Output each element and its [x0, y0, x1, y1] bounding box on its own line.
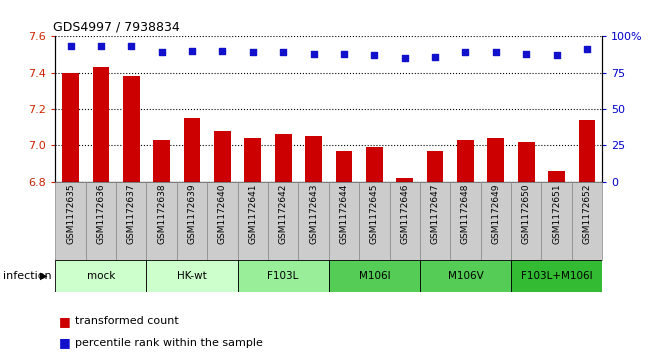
Text: GSM1172644: GSM1172644 [339, 184, 348, 244]
Text: GSM1172649: GSM1172649 [492, 184, 501, 244]
Text: GSM1172650: GSM1172650 [521, 184, 531, 244]
Point [247, 49, 258, 55]
Point [187, 48, 197, 54]
Bar [184, 118, 201, 182]
Text: infection: infection [3, 271, 52, 281]
Bar [518, 142, 534, 182]
Bar [396, 178, 413, 182]
Point [339, 51, 349, 57]
Text: F103L: F103L [268, 271, 299, 281]
Text: GSM1172635: GSM1172635 [66, 184, 75, 244]
Text: GDS4997 / 7938834: GDS4997 / 7938834 [53, 21, 180, 34]
Text: GSM1172642: GSM1172642 [279, 184, 288, 244]
Bar [123, 76, 139, 182]
Bar [177, 182, 207, 260]
Bar [457, 140, 474, 182]
Bar [335, 151, 352, 182]
Point [521, 51, 531, 57]
Point [217, 48, 228, 54]
Bar [238, 260, 329, 292]
Bar [329, 182, 359, 260]
Bar [268, 182, 298, 260]
Text: GSM1172640: GSM1172640 [218, 184, 227, 244]
Text: GSM1172639: GSM1172639 [187, 184, 197, 244]
Text: ▶: ▶ [40, 271, 48, 281]
Bar [153, 140, 170, 182]
Text: GSM1172648: GSM1172648 [461, 184, 470, 244]
Text: F103L+M106I: F103L+M106I [521, 271, 592, 281]
Point [156, 49, 167, 55]
Bar [420, 260, 511, 292]
Bar [389, 182, 420, 260]
Bar [146, 260, 238, 292]
Text: GSM1172645: GSM1172645 [370, 184, 379, 244]
Text: ■: ■ [59, 337, 74, 350]
Text: GSM1172652: GSM1172652 [583, 184, 592, 244]
Point [460, 49, 471, 55]
Bar [579, 120, 595, 182]
Text: mock: mock [87, 271, 115, 281]
Bar [238, 182, 268, 260]
Text: GSM1172651: GSM1172651 [552, 184, 561, 244]
Bar [572, 182, 602, 260]
Text: transformed count: transformed count [75, 316, 178, 326]
Bar [55, 182, 86, 260]
Text: GSM1172641: GSM1172641 [248, 184, 257, 244]
Bar [329, 260, 420, 292]
Bar [305, 136, 322, 182]
Point [96, 44, 106, 49]
Bar [92, 67, 109, 182]
Text: percentile rank within the sample: percentile rank within the sample [75, 338, 263, 348]
Text: GSM1172647: GSM1172647 [430, 184, 439, 244]
Bar [548, 171, 565, 182]
Bar [420, 182, 450, 260]
Text: ■: ■ [59, 315, 74, 328]
Bar [298, 182, 329, 260]
Bar [116, 182, 146, 260]
Bar [275, 134, 292, 182]
Point [400, 55, 410, 61]
Bar [426, 151, 443, 182]
Point [309, 51, 319, 57]
Text: HK-wt: HK-wt [177, 271, 207, 281]
Text: GSM1172646: GSM1172646 [400, 184, 409, 244]
Bar [511, 260, 602, 292]
Point [126, 44, 137, 49]
Point [65, 44, 76, 49]
Text: M106V: M106V [448, 271, 483, 281]
Bar [359, 182, 389, 260]
Text: GSM1172637: GSM1172637 [127, 184, 136, 244]
Text: M106I: M106I [359, 271, 390, 281]
Point [491, 49, 501, 55]
Bar [244, 138, 261, 182]
Bar [207, 182, 238, 260]
Bar [55, 260, 146, 292]
Point [369, 52, 380, 58]
Bar [450, 182, 480, 260]
Point [278, 49, 288, 55]
Bar [366, 147, 383, 182]
Bar [480, 182, 511, 260]
Bar [86, 182, 116, 260]
Point [582, 46, 592, 52]
Text: GSM1172638: GSM1172638 [157, 184, 166, 244]
Bar [511, 182, 542, 260]
Bar [214, 131, 230, 182]
Text: GSM1172643: GSM1172643 [309, 184, 318, 244]
Point [430, 54, 440, 60]
Bar [542, 182, 572, 260]
Bar [62, 73, 79, 182]
Bar [488, 138, 504, 182]
Bar [146, 182, 177, 260]
Point [551, 52, 562, 58]
Text: GSM1172636: GSM1172636 [96, 184, 105, 244]
